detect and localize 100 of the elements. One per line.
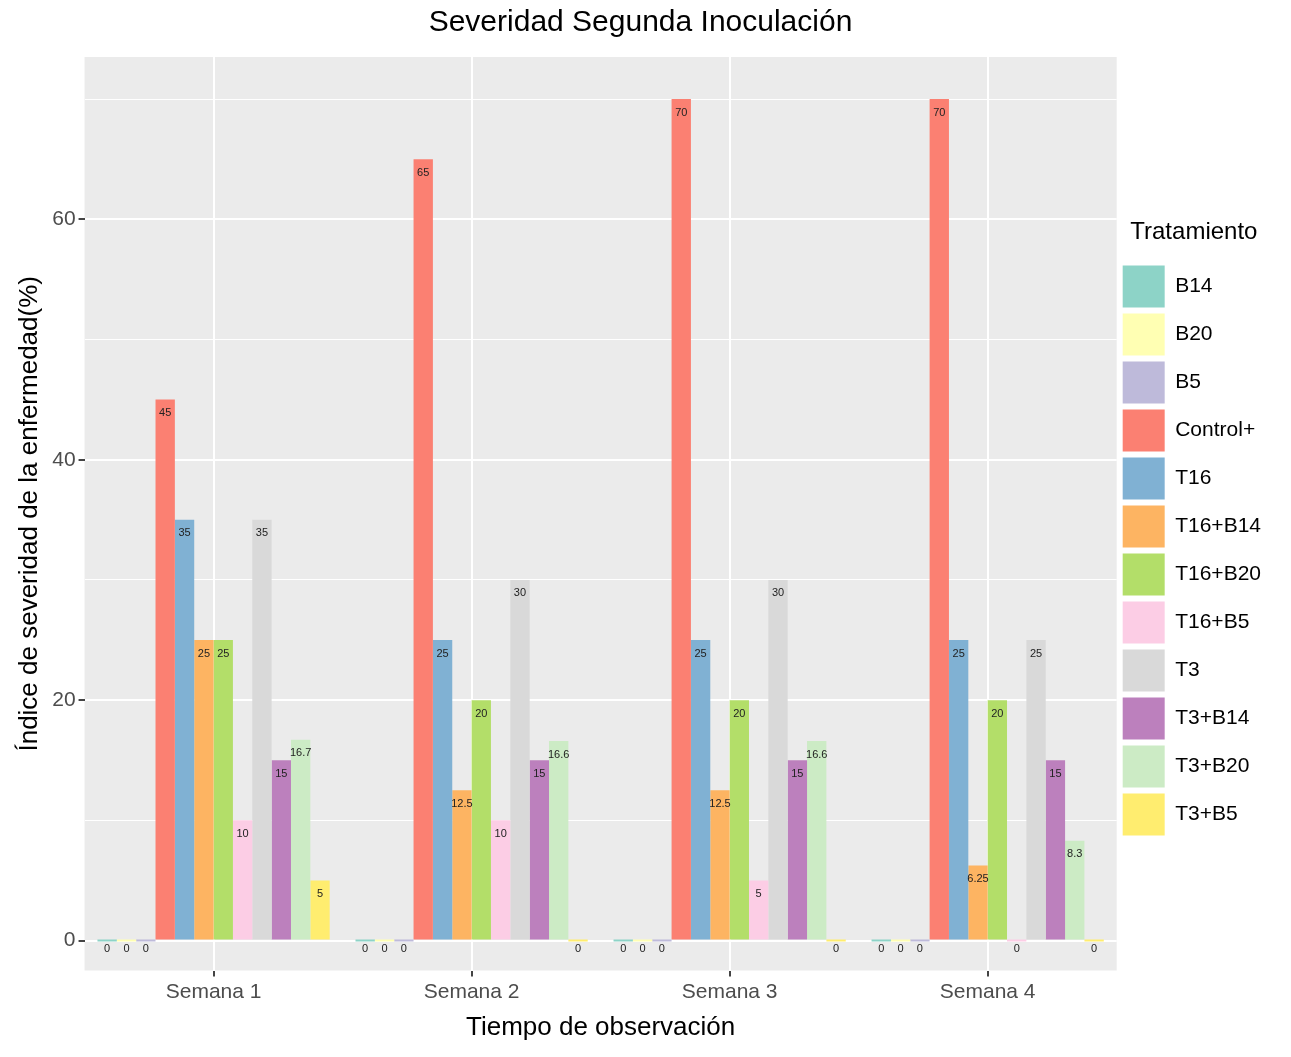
bar bbox=[529, 760, 550, 940]
x-tick-label: Semana 3 bbox=[681, 979, 778, 1002]
bar bbox=[194, 640, 214, 940]
bar bbox=[729, 700, 749, 940]
data-label: 25 bbox=[952, 646, 965, 659]
bar bbox=[310, 880, 330, 940]
data-label: 25 bbox=[1029, 646, 1043, 659]
data-label: 16.6 bbox=[806, 747, 828, 760]
data-label: 15 bbox=[1049, 766, 1062, 779]
bar bbox=[987, 700, 1008, 940]
data-label: 0 bbox=[878, 942, 885, 955]
bar bbox=[1065, 840, 1085, 940]
bar bbox=[232, 820, 253, 940]
data-label: 0 bbox=[658, 942, 665, 955]
data-label: 15 bbox=[275, 766, 288, 779]
data-label: 35 bbox=[255, 526, 269, 539]
legend-label: B20 bbox=[1175, 321, 1213, 345]
data-label: 15 bbox=[533, 766, 546, 779]
x-tick-label: Semana 4 bbox=[939, 979, 1036, 1002]
bar bbox=[613, 939, 633, 942]
bar bbox=[1084, 939, 1104, 942]
data-label: 25 bbox=[436, 646, 449, 659]
bar bbox=[871, 939, 891, 942]
y-tick-label: 60 bbox=[52, 206, 76, 230]
legend-label: T3+B14 bbox=[1175, 705, 1250, 729]
data-label: 70 bbox=[933, 105, 946, 118]
bar bbox=[252, 519, 272, 940]
bar bbox=[748, 880, 769, 940]
data-label: 16.7 bbox=[289, 746, 312, 759]
data-label: 20 bbox=[733, 706, 746, 719]
data-label: 0 bbox=[833, 942, 840, 955]
bar bbox=[768, 579, 788, 940]
data-label: 20 bbox=[991, 706, 1004, 719]
bar bbox=[787, 760, 808, 940]
data-label: 25 bbox=[694, 646, 707, 659]
data-label: 6.25 bbox=[967, 871, 989, 884]
data-label: 0 bbox=[620, 942, 627, 955]
legend-label: Control+ bbox=[1175, 417, 1256, 441]
bar bbox=[213, 640, 233, 940]
data-label: 10 bbox=[236, 826, 249, 839]
y-tick-label: 20 bbox=[52, 686, 76, 710]
bar bbox=[826, 939, 846, 942]
data-label: 0 bbox=[400, 942, 407, 955]
data-label: 5 bbox=[316, 886, 324, 899]
data-label: 12.5 bbox=[451, 796, 473, 809]
bar bbox=[807, 741, 827, 940]
bar bbox=[671, 99, 691, 940]
data-label: 45 bbox=[159, 406, 172, 419]
data-label: 70 bbox=[675, 105, 688, 118]
bar bbox=[355, 939, 375, 942]
data-label: 65 bbox=[417, 165, 430, 178]
bar bbox=[155, 399, 175, 940]
legend-label: B5 bbox=[1175, 369, 1201, 393]
data-label: 30 bbox=[771, 586, 785, 599]
data-label: 0 bbox=[916, 942, 923, 955]
data-label: 10 bbox=[494, 826, 507, 839]
legend-label: T3 bbox=[1175, 657, 1200, 681]
bar bbox=[568, 939, 588, 942]
legend-label: T3+B5 bbox=[1175, 801, 1238, 825]
y-axis-title: Índice de severidad de la enfermedad(%) bbox=[12, 276, 43, 752]
bar bbox=[471, 700, 491, 940]
bar bbox=[452, 790, 472, 940]
bar bbox=[710, 790, 730, 940]
legend-title: Tratamiento bbox=[1130, 217, 1258, 245]
bar bbox=[290, 739, 311, 940]
bar bbox=[271, 760, 291, 940]
bar bbox=[174, 519, 195, 940]
x-tick-label: Semana 2 bbox=[423, 979, 520, 1002]
bar bbox=[929, 99, 949, 940]
data-label: 0 bbox=[1013, 942, 1020, 955]
data-label: 8.3 bbox=[1067, 847, 1083, 860]
data-label: 35 bbox=[178, 526, 191, 539]
y-tick-label: 0 bbox=[63, 927, 76, 951]
bar bbox=[490, 820, 511, 940]
data-label: 0 bbox=[639, 942, 646, 955]
legend-label: T3+B20 bbox=[1175, 753, 1250, 777]
legend-label: T16+B5 bbox=[1175, 609, 1250, 633]
bar bbox=[1045, 760, 1066, 940]
y-tick-label: 40 bbox=[52, 446, 76, 470]
data-label: 25 bbox=[217, 646, 230, 659]
data-label: 0 bbox=[362, 942, 369, 955]
data-label: 0 bbox=[574, 942, 582, 955]
x-tick-label: Semana 1 bbox=[165, 979, 262, 1002]
data-label: 30 bbox=[513, 586, 527, 599]
data-label: 0 bbox=[142, 942, 149, 955]
bar bbox=[413, 159, 433, 940]
data-label: 0 bbox=[381, 942, 388, 955]
data-label: 15 bbox=[791, 766, 804, 779]
bar bbox=[510, 579, 530, 940]
x-axis-title: Tiempo de observación bbox=[465, 1010, 736, 1041]
bar bbox=[948, 640, 969, 940]
data-label: 0 bbox=[104, 942, 111, 955]
legend-label: T16+B14 bbox=[1175, 513, 1262, 537]
data-label: 0 bbox=[123, 942, 130, 955]
bar bbox=[690, 640, 711, 940]
data-label: 20 bbox=[475, 706, 488, 719]
bar bbox=[432, 640, 453, 940]
legend-label: B14 bbox=[1175, 273, 1213, 297]
bar bbox=[97, 939, 117, 942]
data-label: 12.5 bbox=[709, 796, 731, 809]
